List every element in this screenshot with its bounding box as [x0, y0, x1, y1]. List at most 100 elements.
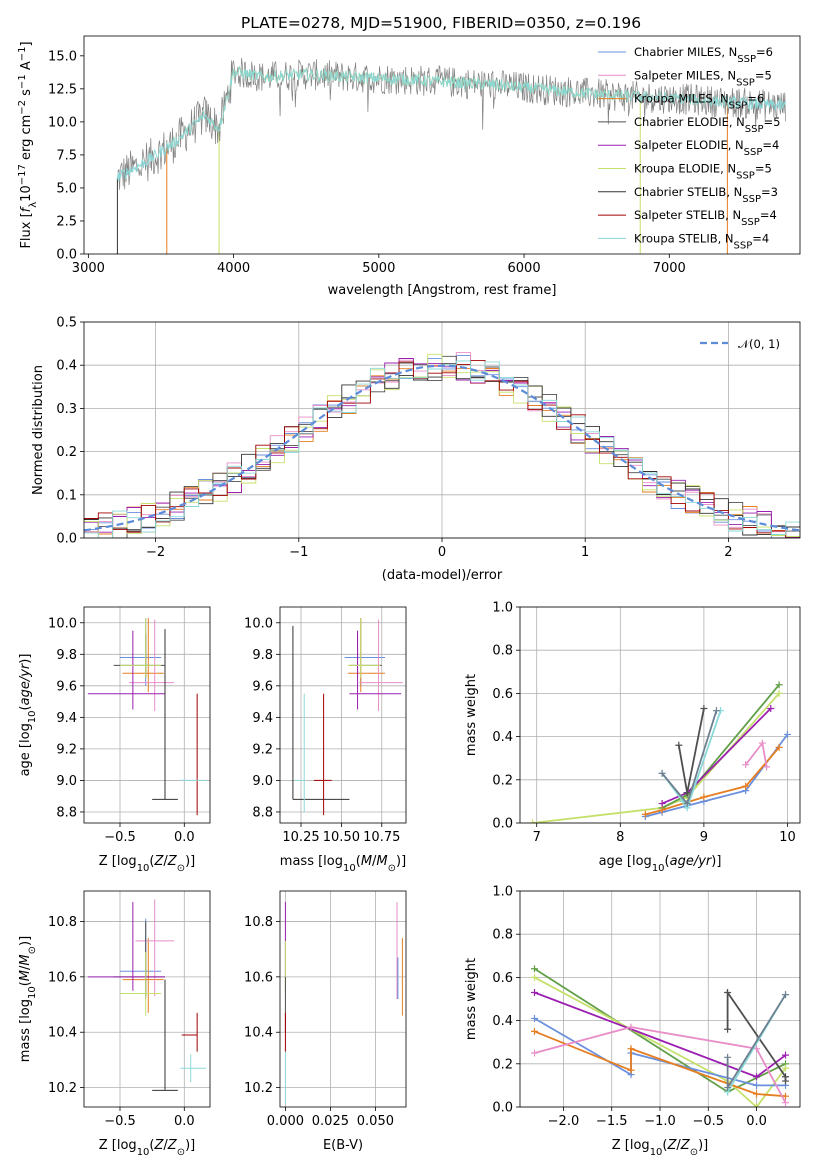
y-tick-label: 8.8: [252, 805, 273, 820]
series-marker: [529, 819, 537, 823]
series-marker: [782, 1099, 790, 1107]
legend-entry: Salpeter MILES, NSSP=5: [634, 68, 772, 88]
series-marker: [753, 1073, 761, 1081]
x-tick-label: −2: [146, 545, 165, 560]
x-tick-label: −2.0: [548, 1114, 580, 1129]
x-tick-label: −0.5: [104, 1114, 136, 1129]
y-tick-label: 0.5: [56, 316, 77, 331]
error-point: [152, 979, 178, 1091]
series-marker: [767, 705, 775, 713]
y-axis-label: mass weight: [464, 958, 479, 1040]
mass-weight-series: [724, 991, 790, 1092]
y-axis-label: Normed distribution: [31, 365, 46, 495]
y-tick-label: 0.4: [492, 1014, 513, 1029]
mass-weight-series: [658, 707, 725, 812]
x-tick-label: −1.0: [644, 1114, 676, 1129]
legend-entry: Chabrier ELODIE, NSSP=5: [634, 115, 780, 134]
plot-area: [529, 681, 791, 823]
x-axis-label: age [log10(age/yr)]: [599, 854, 722, 874]
y-tick-label: 2.5: [56, 214, 77, 229]
series-marker: [724, 989, 732, 997]
mass-weight-series: [658, 707, 720, 808]
y-tick-label: 0.3: [56, 402, 77, 417]
series-marker: [782, 1064, 790, 1072]
x-tick-label: 10.75: [363, 830, 400, 845]
normal-distribution-curve: [84, 364, 800, 532]
model-spectrum-stelib: [116, 65, 786, 182]
mass-weight-series: [530, 1027, 790, 1100]
axes-frame: [83, 890, 211, 1108]
x-axis-label: Z [log10(Z/Z⊙)]: [612, 1138, 709, 1158]
series-marker: [753, 1081, 761, 1089]
series-marker: [627, 1066, 635, 1074]
y-tick-label: 0.2: [492, 773, 513, 788]
legend-entry: Kroupa ELODIE, NSSP=5: [634, 162, 772, 182]
series-marker: [742, 761, 750, 769]
series-marker: [700, 793, 708, 801]
y-tick-label: 0.0: [56, 532, 77, 547]
mass-weight-vs-age-panel: 7 8 9 10 0.0 0.2 0.4 0.6 0.8 1.0 age [log10(age/yr…: [464, 601, 801, 874]
x-tick-label: −0.5: [104, 830, 136, 845]
age-vs-metallicity-panel: −0.5 0.0 8.8 9.0 9.2 9.4 9.6 9.8 10.0 Z [log10(Z/…: [18, 606, 211, 874]
x-tick-label: 3000: [72, 261, 105, 276]
age-vs-mass-panel: 10.25 10.50 10.75 8.8 9.0 9.2 9.4 9.6 9.8 10.0 mas…: [244, 606, 407, 874]
y-tick-label: 10.0: [48, 115, 77, 130]
series-marker: [783, 730, 791, 738]
y-tick-label: 0.6: [492, 687, 513, 702]
y-tick-label: 0.4: [56, 359, 77, 374]
mass-weight-series: [530, 1023, 790, 1107]
y-tick-label: 0.0: [492, 817, 513, 832]
y-tick-label: 9.4: [252, 711, 273, 726]
series-marker: [724, 1025, 732, 1033]
y-tick-label: 9.2: [56, 742, 77, 757]
series-marker: [627, 1045, 635, 1053]
plot-area: [116, 57, 786, 254]
series-marker: [758, 739, 766, 747]
y-tick-label: 9.4: [56, 711, 77, 726]
histogram-series: [84, 363, 800, 536]
x-axis-label: wavelength [Angstrom, rest frame]: [328, 283, 557, 298]
y-tick-label: 8.8: [56, 805, 77, 820]
mass-weight-vs-metallicity-panel: −2.0 −1.5 −1.0 −0.5 0.0 0.0 0.2 0.4 0.6 0.8 1.0 Z […: [464, 885, 801, 1158]
y-tick-label: 5.0: [56, 181, 77, 196]
series-marker: [782, 1051, 790, 1059]
axes-frame: [519, 606, 801, 824]
series-marker: [742, 782, 750, 790]
series-marker: [724, 1053, 732, 1061]
x-tick-label: 7: [533, 830, 541, 845]
y-tick-label: 9.6: [252, 679, 273, 694]
y-tick-label: 9.2: [252, 742, 273, 757]
y-tick-label: 10.4: [48, 1026, 77, 1041]
x-tick-label: 10: [779, 830, 796, 845]
series-marker: [782, 1077, 790, 1085]
x-tick-label: 2: [724, 545, 732, 560]
y-tick-label: 9.0: [252, 774, 273, 789]
x-tick-label: −0.5: [692, 1114, 724, 1129]
error-point: [181, 1012, 198, 1052]
x-tick-label: 0.0: [174, 830, 195, 845]
series-marker: [782, 991, 790, 999]
plot-area: [292, 618, 403, 816]
series-marker: [775, 681, 783, 689]
series-marker: [530, 1014, 538, 1022]
error-point: [292, 625, 350, 800]
figure-title: PLATE=0278, MJD=51900, FIBERID=0350, z=0…: [241, 14, 641, 32]
y-tick-label: 9.8: [56, 648, 77, 663]
y-tick-label: 0.1: [56, 488, 77, 503]
error-point: [120, 618, 162, 678]
series-line: [661, 710, 722, 810]
error-point: [120, 951, 162, 1016]
x-tick-label: −1.5: [596, 1114, 628, 1129]
x-tick-label: 0: [438, 545, 446, 560]
series-marker: [530, 1049, 538, 1057]
y-tick-label: 9.8: [252, 648, 273, 663]
mass-weight-series: [724, 989, 790, 1085]
y-tick-label: 0.8: [492, 928, 513, 943]
error-point: [349, 630, 402, 710]
y-tick-label: 0.8: [492, 644, 513, 659]
y-tick-label: 10.2: [48, 1081, 77, 1096]
axes-frame: [83, 321, 801, 539]
x-tick-label: 0.050: [357, 1114, 394, 1129]
y-axis-label: Flux [fλ10−17 erg cm−2 s−1 A−1]: [17, 41, 39, 248]
